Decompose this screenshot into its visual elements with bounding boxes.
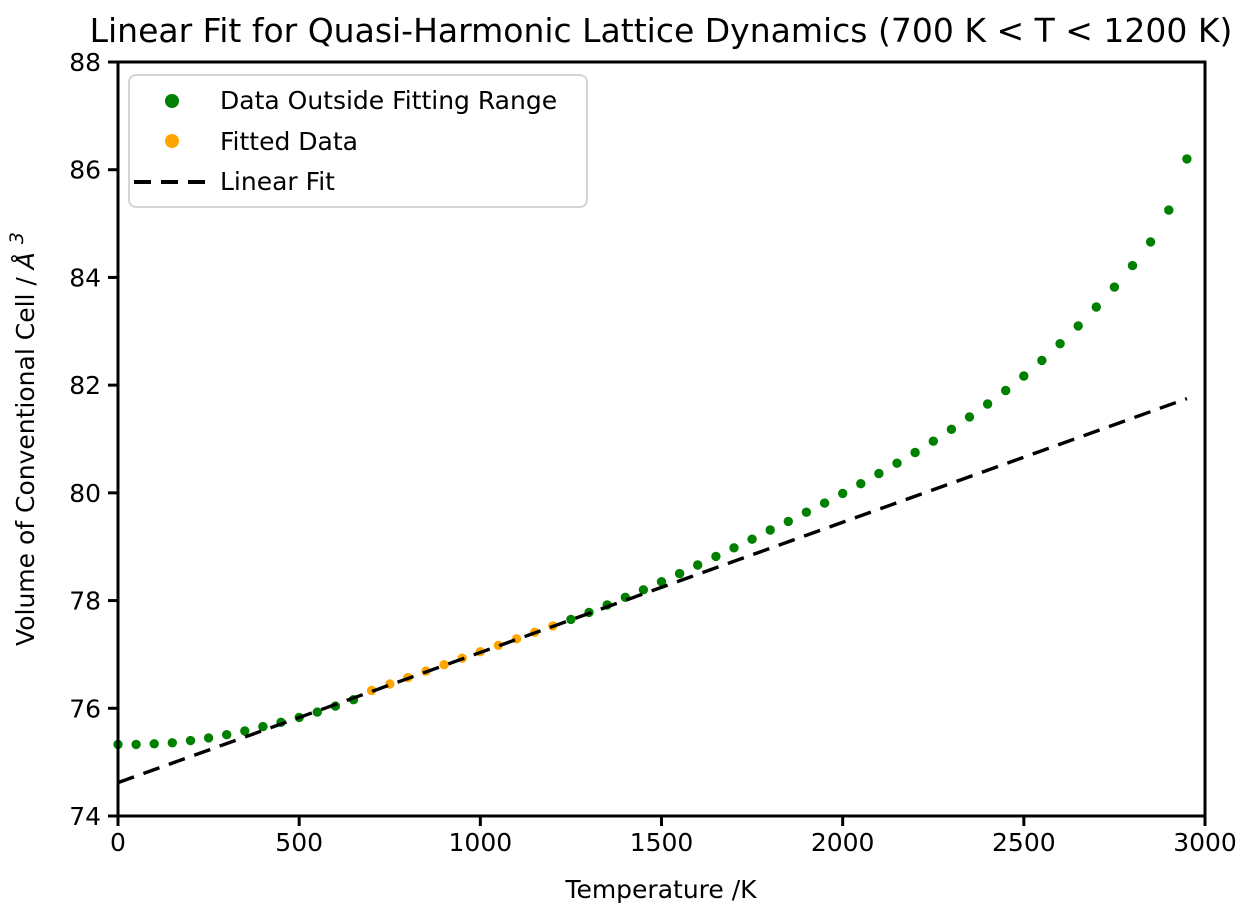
data-point [946,424,957,434]
data-point [928,436,938,446]
legend-item-fitted-data: Fitted Data [130,121,586,161]
x-axis-label: Temperature /K [564,875,757,904]
y-tick-label: 88 [69,48,101,77]
data-point [1019,371,1029,381]
data-point [1182,154,1192,164]
data-point [729,543,739,553]
data-point [1001,385,1011,396]
data-point [1109,282,1120,292]
data-point [638,585,649,595]
data-point [1055,339,1065,349]
data-point [674,568,685,579]
x-tick-label: 2000 [811,828,875,857]
chart-title: Linear Fit for Quasi-Harmonic Lattice Dy… [90,11,1233,50]
green-dot-icon [165,93,179,108]
data-point [167,738,177,748]
plot-area: 0 500 1000 1500 2000 2500 3000 74 76 78 80 82 84 86 88 [69,48,1237,857]
data-point [240,726,250,736]
data-point [892,458,902,468]
orange-dot-icon [165,134,179,148]
data-point [1037,355,1047,366]
data-point [711,551,721,562]
x-tick-label: 2500 [992,828,1056,857]
legend: Data Outside Fitting Range Fitted Data L… [128,74,588,208]
data-point [131,739,141,750]
data-point [566,614,576,625]
data-point [1091,302,1102,312]
y-tick-label: 84 [69,263,101,292]
data-point [1127,260,1138,271]
data-point [747,534,757,544]
dashed-line-icon [134,179,210,184]
data-point [856,479,866,489]
legend-label: Data Outside Fitting Range [220,86,558,115]
y-tick-label: 78 [69,587,101,616]
y-axis-label-text: Volume of Conventional Cell / [11,277,40,646]
data-point [439,660,449,670]
x-tick-label: 0 [110,828,126,857]
data-point [838,488,848,499]
data-point [656,577,667,587]
y-tick-label: 86 [69,156,101,185]
y-tick-label: 74 [69,802,101,831]
data-point [222,730,232,740]
data-point [783,516,793,527]
y-tick-label: 76 [69,694,101,723]
plot-border [116,60,1207,818]
y-tick-label: 82 [69,371,101,400]
x-tick-label: 1000 [449,828,513,857]
data-point [982,399,993,409]
data-point [203,733,214,743]
data-point [964,412,975,422]
data-point [1164,205,1174,215]
data-point [366,685,377,696]
data-point [819,498,830,508]
data-point [149,739,159,749]
legend-label: Linear Fit [220,167,335,196]
x-tick-label: 3000 [1173,828,1237,857]
data-point [258,721,268,732]
y-axis-label-unit: Å [11,252,40,271]
y-axis-label-exponent: 3 [6,232,28,244]
data-point [1073,321,1083,331]
data-point [910,447,920,458]
legend-item-data-outside: Data Outside Fitting Range [130,81,586,121]
y-axis-label: Volume of Conventional Cell / Å 3 [6,232,40,646]
data-point [493,640,504,650]
legend-item-linear-fit: Linear Fit [130,162,586,202]
linear-fit-line [117,397,1188,785]
x-tick-label: 1500 [630,828,694,857]
data-point [312,707,322,717]
data-point [874,468,884,479]
legend-label: Fitted Data [220,126,359,156]
data-point [801,507,812,517]
data-point [1145,237,1156,247]
x-tick-label: 500 [275,828,323,857]
data-point [765,525,775,535]
data-point [185,735,196,746]
y-tick-label: 80 [69,479,101,508]
data-point [693,560,703,570]
